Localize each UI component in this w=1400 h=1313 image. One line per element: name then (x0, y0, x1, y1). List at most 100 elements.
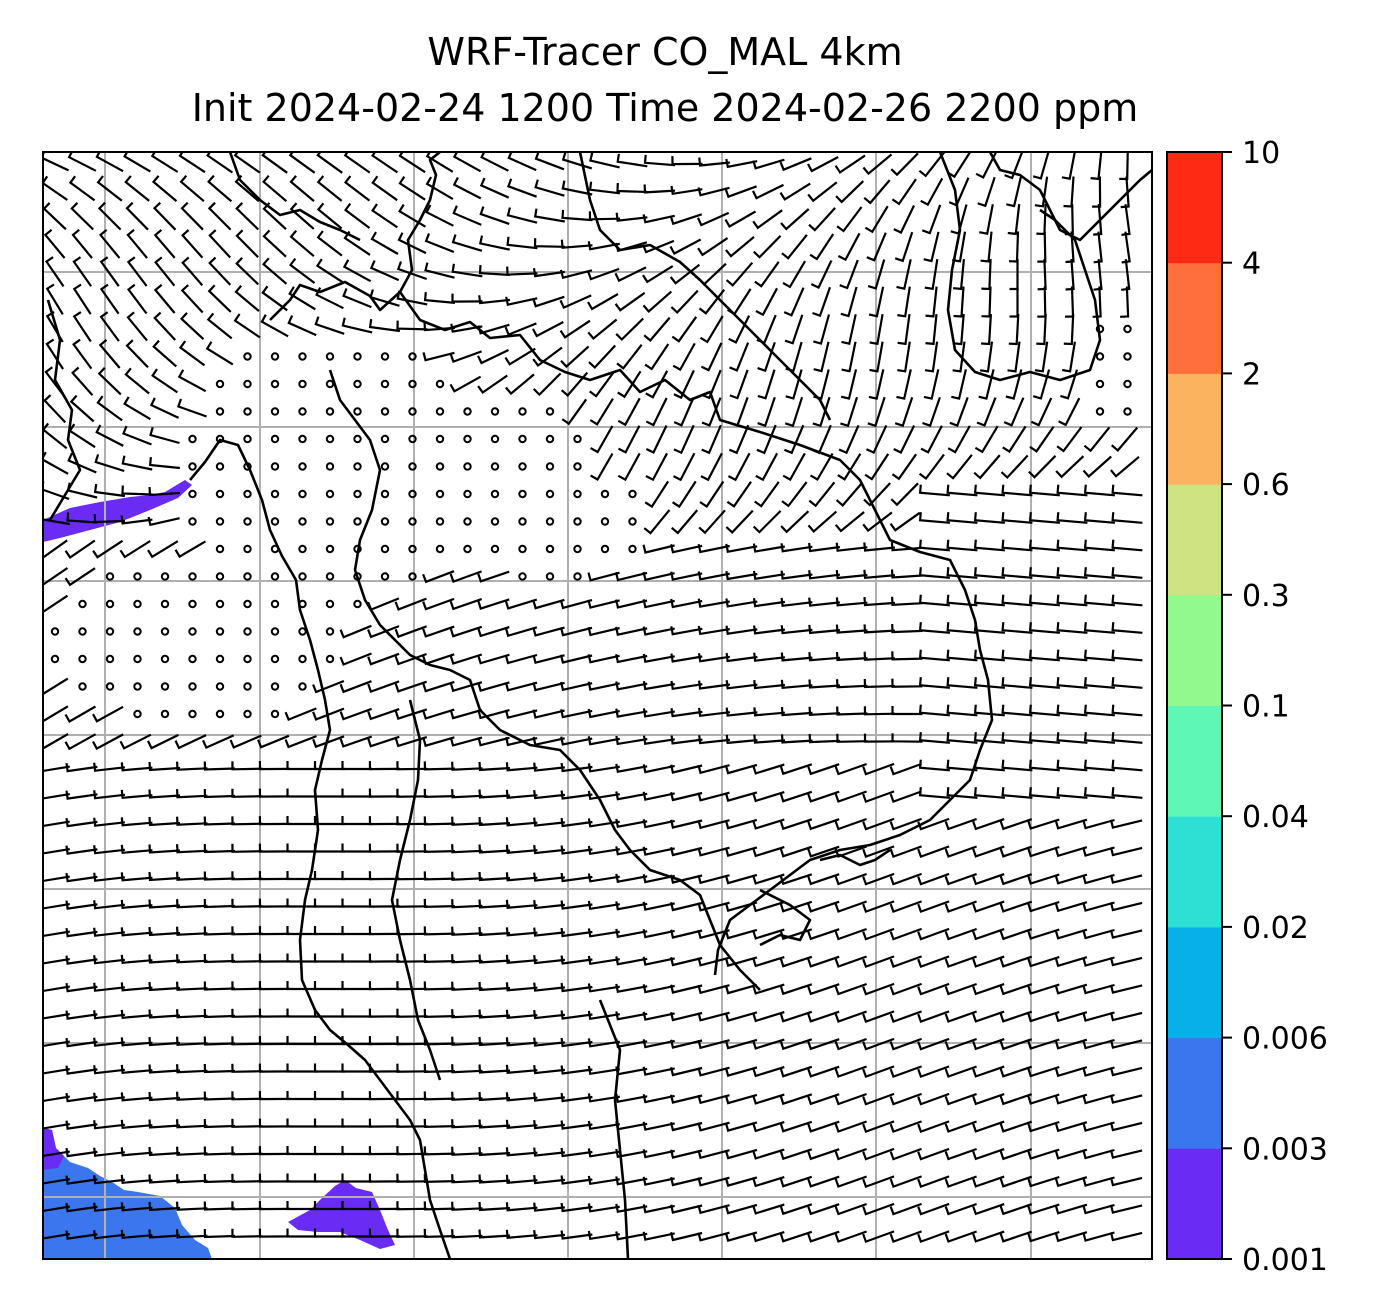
wind-barb (697, 1204, 730, 1215)
wind-barb (478, 1119, 511, 1129)
wind-barb (478, 789, 511, 799)
wind-barb (43, 765, 70, 773)
wind-barb (533, 1174, 566, 1185)
wind-barb (43, 848, 70, 855)
wind-barb (698, 509, 726, 535)
wind-barb (121, 485, 153, 496)
wind-barb (203, 871, 236, 881)
wind-barb (93, 1175, 126, 1185)
wind-barb (615, 735, 648, 746)
wind-barb (889, 955, 922, 969)
wind-barb (615, 1093, 648, 1103)
wind-barb (918, 787, 950, 799)
wind-barb (368, 1008, 401, 1018)
wind-barb (923, 369, 940, 400)
wind-barb (312, 735, 345, 749)
wind-barb (368, 1201, 401, 1211)
wind-barb (616, 182, 648, 194)
wind-barb (203, 1173, 236, 1184)
wind-barb (341, 1063, 373, 1073)
wind-barb (697, 874, 730, 885)
calm-wind-marker (160, 709, 170, 719)
wind-barb (891, 624, 923, 634)
wind-barb (836, 733, 868, 743)
wind-barb (423, 1063, 456, 1074)
wind-barb (944, 1230, 977, 1243)
wind-barb (367, 652, 400, 666)
wind-barb (65, 927, 98, 938)
calm-wind-marker (408, 352, 417, 361)
wind-barb (973, 484, 1005, 497)
calm-wind-marker (270, 709, 280, 719)
wind-barb (396, 1146, 428, 1156)
calm-wind-marker (215, 654, 225, 664)
calm-wind-marker (215, 709, 225, 719)
wind-barb (1056, 426, 1083, 453)
wind-barb (262, 229, 287, 258)
wind-barb (753, 707, 785, 717)
wind-barb (313, 1146, 345, 1156)
wind-barb (1001, 704, 1033, 717)
wind-barb (65, 762, 98, 773)
wind-barb (93, 927, 126, 937)
wind-barb (701, 369, 722, 400)
wind-barb (891, 596, 923, 606)
calm-wind-marker (160, 599, 170, 609)
wind-barb (1002, 425, 1027, 454)
wind-barb (981, 286, 992, 318)
wind-barb (946, 649, 978, 662)
wind-barb (231, 843, 263, 853)
wind-barb (972, 1038, 1005, 1051)
calm-wind-marker (243, 379, 252, 389)
wind-barb (1054, 1066, 1088, 1078)
wind-barb (862, 817, 895, 831)
border-east (938, 152, 1102, 382)
wind-barb (93, 1010, 126, 1020)
wind-barb (231, 1036, 263, 1046)
calm-wind-marker (243, 544, 252, 554)
wind-barb (152, 339, 178, 368)
wind-barb (973, 539, 1005, 552)
wind-barb (451, 761, 483, 771)
wind-barb (423, 898, 456, 909)
calm-wind-marker (408, 517, 417, 526)
wind-barb (288, 152, 316, 174)
wind-barb (370, 231, 399, 255)
wind-barb (780, 208, 810, 231)
wind-barb (1093, 203, 1103, 236)
wind-barb (889, 511, 921, 532)
wind-barb (862, 900, 895, 914)
map-title-line1: WRF-Tracer CO_MAL 4km (427, 30, 903, 74)
wind-barb (425, 176, 454, 201)
wind-barb (147, 540, 179, 559)
calm-wind-marker (243, 489, 252, 499)
calm-wind-marker (105, 572, 115, 581)
wind-barb (891, 178, 917, 206)
wind-barb (615, 873, 648, 883)
wind-barb (807, 983, 840, 996)
wind-barb (423, 843, 456, 854)
calm-wind-marker (160, 682, 170, 691)
wind-barb (1109, 1066, 1143, 1077)
calm-wind-marker (1123, 407, 1132, 416)
wind-barb (203, 953, 236, 964)
wind-barb (367, 680, 400, 694)
calm-wind-marker (435, 544, 445, 554)
wind-barb (673, 397, 695, 427)
wind-barb (889, 790, 922, 804)
wind-barb (176, 1091, 208, 1101)
wind-barb (203, 1228, 236, 1239)
wind-barb (834, 817, 867, 831)
wind-barb (150, 152, 179, 173)
wind-barb (286, 816, 318, 826)
wind-barb (261, 285, 288, 312)
wind-barb (65, 872, 98, 883)
wind-barb (394, 736, 428, 748)
colorbar-segment (1167, 262, 1222, 374)
wind-barb (203, 816, 236, 826)
wind-barb (701, 424, 722, 455)
wind-barb (807, 1120, 840, 1133)
wind-barb (835, 651, 868, 662)
wind-barb (999, 1010, 1033, 1023)
wind-barb (43, 1123, 70, 1130)
